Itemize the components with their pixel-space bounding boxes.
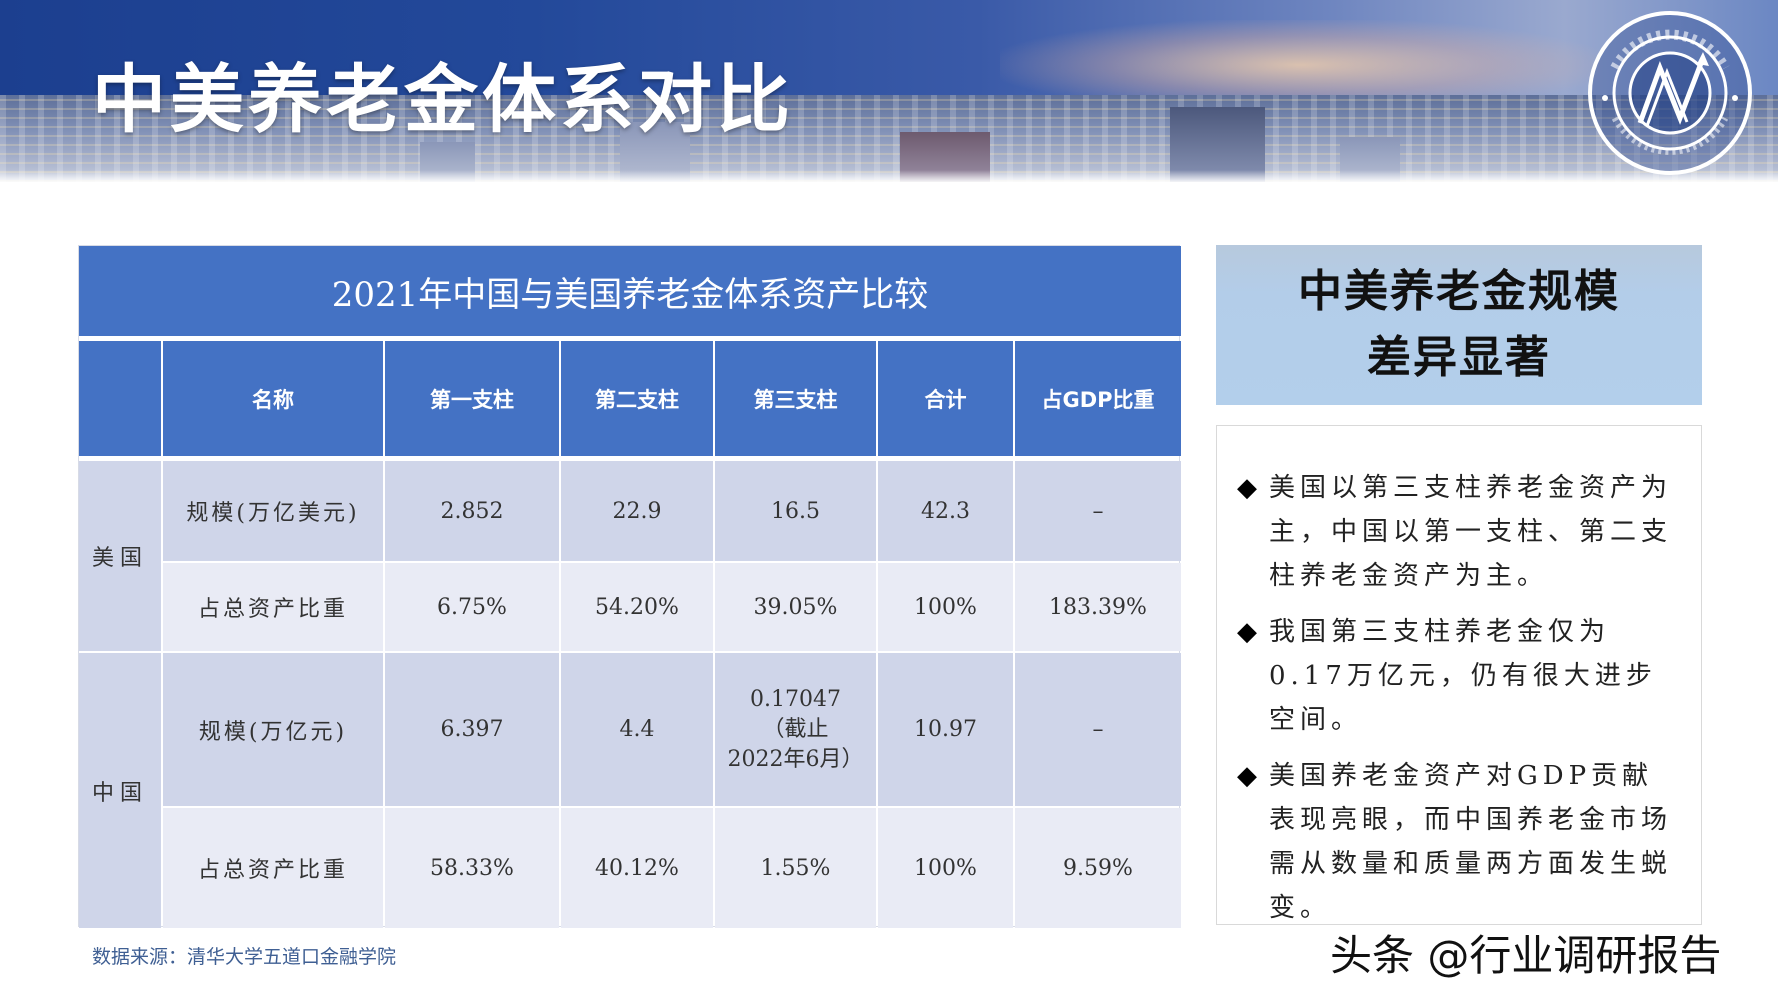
key-point-line-1: 中美养老金规模: [1298, 266, 1620, 317]
table-cell-total: 10.97: [878, 653, 1013, 806]
pillar3-note-line1: （截止: [762, 716, 829, 742]
building-shape: [1170, 107, 1265, 182]
table-cell-gdp-ratio: –: [1015, 461, 1181, 561]
table-cell-pillar2: 40.12%: [561, 808, 713, 928]
list-item: ◆ 美国养老金资产对GDP贡献表现亮眼，而中国养老金市场需从数量和质量两方面发生…: [1237, 754, 1677, 930]
bullet-list: ◆ 美国以第三支柱养老金资产为主，中国以第一支柱、第二支柱养老金资产为主。 ◆ …: [1216, 425, 1702, 925]
list-item: ◆ 我国第三支柱养老金仅为0.17万亿元，仍有很大进步空间。: [1237, 610, 1677, 742]
table-cell-pillar2: 4.4: [561, 653, 713, 806]
table-cell-pillar1: 2.852: [385, 461, 559, 561]
header-cell-gdp-ratio: 占GDP比重: [1015, 341, 1181, 456]
country-cell-us: 美国: [79, 461, 161, 651]
bullet-text: 美国以第三支柱养老金资产为主，中国以第一支柱、第二支柱养老金资产为主。: [1269, 473, 1673, 591]
header-cell-total: 合计: [878, 341, 1013, 456]
table-cell-pillar1: 6.397: [385, 653, 559, 806]
header-cell-pillar3: 第三支柱: [715, 341, 876, 456]
pillar3-value: 0.17047: [750, 686, 841, 712]
header-cell-pillar1: 第一支柱: [385, 341, 559, 456]
research-center-seal-icon: [1588, 11, 1752, 175]
table-cell-pillar3: 1.55%: [715, 808, 876, 928]
city-skyline-image: [0, 95, 1778, 182]
table-cell-gdp-ratio: 9.59%: [1015, 808, 1181, 928]
key-point-line-2: 差异显著: [1367, 332, 1551, 383]
table-cell-row-name: 规模(万亿元): [163, 653, 383, 806]
key-point-box: 中美养老金规模 差异显著: [1216, 245, 1702, 405]
country-cell-china: 中国: [79, 653, 161, 928]
banner-fade: [0, 170, 1778, 182]
table-cell-total: 42.3: [878, 461, 1013, 561]
table-cell-row-name: 规模(万亿美元): [163, 461, 383, 561]
country-label: 中国: [91, 780, 148, 806]
table-cell-total: 100%: [878, 808, 1013, 928]
watermark: 头条 @行业调研报告: [1330, 931, 1722, 980]
table-cell-gdp-ratio: 183.39%: [1015, 563, 1181, 651]
page-title: 中美养老金体系对比: [92, 57, 794, 143]
country-label: 美国: [91, 546, 148, 571]
header-cell-empty: [79, 341, 161, 456]
table-title: 2021年中国与美国养老金体系资产比较: [79, 246, 1181, 336]
table-cell-pillar3: 0.17047 （截止 2022年6月）: [715, 653, 876, 806]
table-cell-pillar2: 22.9: [561, 461, 713, 561]
table-cell-pillar3: 16.5: [715, 461, 876, 561]
diamond-bullet-icon: ◆: [1237, 617, 1257, 647]
table-cell-row-name: 占总资产比重: [163, 563, 383, 651]
diamond-bullet-icon: ◆: [1237, 761, 1257, 791]
table-cell-pillar3: 39.05%: [715, 563, 876, 651]
bullet-text: 美国养老金资产对GDP贡献表现亮眼，而中国养老金市场需从数量和质量两方面发生蜕变…: [1269, 761, 1673, 923]
header-banner: 中美养老金体系对比: [0, 0, 1778, 182]
list-item: ◆ 美国以第三支柱养老金资产为主，中国以第一支柱、第二支柱养老金资产为主。: [1237, 466, 1677, 598]
pension-comparison-table: 2021年中国与美国养老金体系资产比较 名称 第一支柱 第二支柱 第三支柱 合计…: [78, 245, 1181, 928]
data-source-note: 数据来源：清华大学五道口金融学院: [92, 946, 397, 968]
table-cell-pillar2: 54.20%: [561, 563, 713, 651]
header-cell-pillar2: 第二支柱: [561, 341, 713, 456]
header-cell-name: 名称: [163, 341, 383, 456]
table-cell-row-name: 占总资产比重: [163, 808, 383, 928]
table-cell-pillar1: 58.33%: [385, 808, 559, 928]
bullet-text: 我国第三支柱养老金仅为0.17万亿元，仍有很大进步空间。: [1269, 617, 1657, 735]
table-cell-total: 100%: [878, 563, 1013, 651]
table-cell-gdp-ratio: –: [1015, 653, 1181, 806]
diamond-bullet-icon: ◆: [1237, 473, 1257, 503]
table-cell-pillar1: 6.75%: [385, 563, 559, 651]
pillar3-note-line2: 2022年6月）: [727, 746, 864, 772]
